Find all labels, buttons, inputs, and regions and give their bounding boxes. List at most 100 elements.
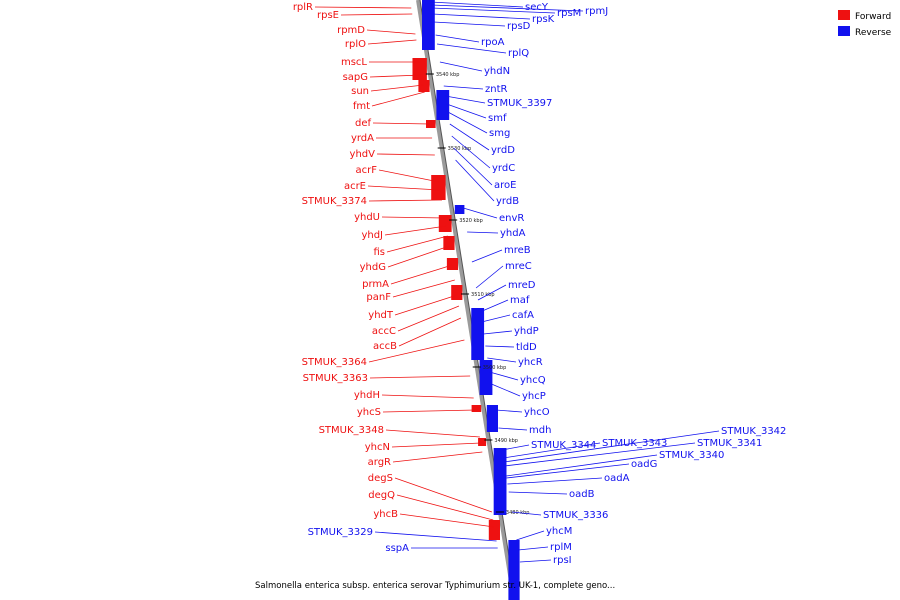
reverse-gene-label: STMUK_3341 bbox=[697, 438, 762, 449]
reverse-leader-line bbox=[430, 1, 524, 8]
forward-feature bbox=[426, 120, 436, 128]
forward-leader-line bbox=[368, 339, 465, 363]
reverse-leader-line bbox=[463, 207, 498, 219]
forward-gene-label: fis bbox=[373, 247, 385, 258]
forward-leader-line bbox=[374, 531, 497, 542]
forward-gene-label: fmt bbox=[353, 101, 370, 112]
forward-feature bbox=[412, 58, 427, 80]
reverse-gene-label: envR bbox=[499, 213, 524, 224]
reverse-gene-label: mreC bbox=[505, 261, 532, 272]
tick-label: 3520 kbp bbox=[459, 218, 483, 224]
reverse-leader-line bbox=[498, 427, 528, 431]
forward-leader-line bbox=[381, 216, 445, 219]
forward-leader-line bbox=[392, 279, 455, 298]
forward-gene-label: rplR bbox=[293, 2, 313, 13]
forward-gene-label: yhdT bbox=[368, 310, 394, 321]
reverse-gene-label: yhdA bbox=[500, 228, 526, 239]
reverse-features bbox=[422, 0, 520, 600]
tick-label: 3480 kbp bbox=[506, 510, 530, 516]
tick-label: 3500 kbp bbox=[483, 365, 507, 371]
reverse-feature bbox=[471, 308, 485, 360]
forward-gene-label: argR bbox=[368, 457, 391, 468]
reverse-leader-line bbox=[508, 491, 568, 495]
forward-gene-label: yhdG bbox=[360, 262, 386, 273]
forward-gene-label: yhcS bbox=[357, 407, 381, 418]
reverse-leader-line bbox=[479, 299, 509, 313]
reverse-leader-line bbox=[447, 111, 488, 134]
reverse-feature bbox=[422, 0, 435, 50]
forward-leader-line bbox=[381, 394, 474, 399]
reverse-gene-label: rpsK bbox=[532, 14, 555, 25]
reverse-gene-label: oadB bbox=[569, 489, 595, 500]
reverse-leader-line bbox=[481, 314, 511, 323]
forward-gene-label: yhcB bbox=[373, 509, 398, 520]
reverse-gene-label: rpsD bbox=[507, 21, 531, 32]
reverse-gene-label: STMUK_3344 bbox=[531, 440, 596, 451]
reverse-feature bbox=[508, 540, 520, 600]
reverse-leader-line bbox=[519, 559, 552, 563]
reverse-leader-line bbox=[455, 159, 495, 202]
reverse-gene-label: yrdD bbox=[491, 145, 515, 156]
reverse-leader-line bbox=[445, 95, 486, 104]
forward-gene-label: sun bbox=[351, 86, 369, 97]
legend: Forward Reverse bbox=[838, 10, 892, 38]
forward-gene-label: STMUK_3364 bbox=[302, 357, 367, 368]
reverse-gene-label: yhcM bbox=[546, 526, 572, 537]
reverse-gene-label: STMUK_3340 bbox=[659, 450, 724, 461]
tick-marks: 3540 kbp 3530 kbp 3520 kbp 3510 kbp 3500 kbp… bbox=[425, 72, 530, 516]
forward-feature bbox=[478, 438, 487, 446]
reverse-leader-line bbox=[516, 530, 545, 541]
reverse-gene-label: yhdN bbox=[484, 66, 510, 77]
forward-gene-label: rplO bbox=[345, 39, 366, 50]
reverse-gene-label: mreB bbox=[504, 245, 531, 256]
reverse-gene-label: rpsI bbox=[553, 555, 572, 566]
reverse-gene-label: oadA bbox=[604, 473, 630, 484]
forward-labels: rplR rpsE rpmD rplO mscL sapG sun fmt def yrdA yhd… bbox=[293, 2, 498, 554]
reverse-feature bbox=[486, 405, 498, 432]
reverse-gene-label: mreD bbox=[508, 280, 536, 291]
reverse-leader-line bbox=[517, 546, 549, 551]
reverse-leader-line bbox=[506, 454, 658, 477]
forward-leader-line bbox=[376, 153, 435, 156]
forward-leader-line bbox=[367, 185, 441, 191]
reverse-leader-line bbox=[477, 284, 507, 301]
reverse-leader-line bbox=[485, 345, 515, 348]
legend-reverse-swatch bbox=[838, 26, 850, 36]
reverse-gene-label: yhcO bbox=[524, 407, 550, 418]
forward-gene-label: mscL bbox=[341, 57, 367, 68]
forward-leader-line bbox=[394, 294, 458, 316]
reverse-leader-line bbox=[495, 409, 523, 413]
tick-label: 3490 kbp bbox=[494, 438, 518, 444]
forward-gene-label: def bbox=[355, 118, 372, 129]
reverse-leader-line bbox=[489, 371, 519, 381]
reverse-gene-label: STMUK_3397 bbox=[487, 98, 552, 109]
reverse-leader-line bbox=[451, 135, 491, 169]
reverse-leader-line bbox=[501, 444, 530, 451]
reverse-gene-label: yhdP bbox=[514, 326, 539, 337]
forward-gene-label: accC bbox=[372, 326, 396, 337]
forward-feature bbox=[438, 215, 452, 232]
forward-leader-line bbox=[398, 317, 462, 347]
reverse-leader-line bbox=[453, 147, 493, 186]
reverse-leader-line bbox=[487, 357, 517, 363]
reverse-gene-label: aroE bbox=[494, 180, 516, 191]
forward-gene-label: yrdA bbox=[351, 133, 374, 144]
reverse-leader-line bbox=[443, 85, 484, 90]
forward-gene-label: rpsE bbox=[317, 10, 339, 21]
tick-label: 3540 kbp bbox=[436, 72, 460, 78]
forward-feature bbox=[446, 258, 459, 270]
forward-leader-line bbox=[391, 442, 481, 448]
reverse-leader-line bbox=[446, 103, 487, 119]
legend-forward-label: Forward bbox=[855, 12, 891, 22]
forward-gene-label: STMUK_3374 bbox=[302, 196, 367, 207]
reverse-gene-label: mdh bbox=[529, 425, 551, 436]
reverse-feature bbox=[454, 205, 465, 214]
reverse-gene-label: smf bbox=[488, 113, 507, 124]
reverse-leader-line bbox=[467, 231, 499, 234]
forward-leader-line bbox=[371, 91, 425, 107]
reverse-leader-line bbox=[504, 442, 696, 467]
reverse-gene-label: smg bbox=[489, 128, 510, 139]
forward-leader-line bbox=[385, 429, 480, 438]
